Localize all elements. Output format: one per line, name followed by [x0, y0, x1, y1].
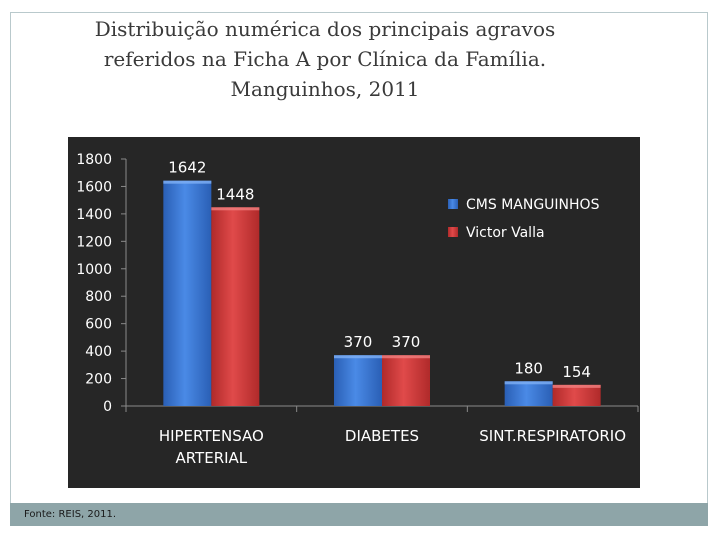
- bar-cms-manguinhos: [163, 180, 212, 406]
- data-label: 1448: [216, 185, 254, 203]
- title-line-1: Distribuição numérica dos principais agr…: [94, 17, 556, 41]
- y-tick-label: 200: [85, 372, 112, 388]
- y-tick-label: 0: [103, 399, 112, 415]
- bar-highlight: [334, 355, 382, 359]
- legend-label: Victor Valla: [466, 225, 545, 241]
- x-category-label: DIABETES: [345, 427, 419, 445]
- bar-cms-manguinhos: [504, 381, 553, 406]
- data-label: 154: [562, 363, 591, 381]
- bar-victor-valla: [552, 384, 601, 406]
- y-tick-label: 800: [85, 289, 112, 305]
- bar-highlight: [163, 180, 212, 184]
- x-category-label: ARTERIAL: [175, 449, 247, 467]
- chart-background: [68, 137, 640, 488]
- y-tick-label: 1400: [76, 207, 112, 223]
- x-category-label: SINT.RESPIRATORIO: [479, 427, 626, 445]
- data-label: 1642: [168, 159, 206, 177]
- bar-victor-valla: [211, 207, 260, 406]
- legend-swatch: [448, 227, 458, 237]
- data-label: 370: [392, 333, 421, 351]
- title-line-3: Manguinhos, 2011: [230, 77, 420, 101]
- y-tick-label: 1000: [76, 262, 112, 278]
- data-label: 180: [514, 359, 543, 377]
- legend-swatch: [448, 199, 458, 209]
- bar-highlight: [211, 207, 260, 211]
- data-label: 370: [344, 333, 373, 351]
- y-tick-label: 1600: [76, 179, 112, 195]
- source-note: Fonte: REIS, 2011.: [24, 509, 117, 520]
- bar-highlight: [382, 355, 430, 359]
- bar-highlight: [504, 381, 553, 385]
- y-tick-label: 400: [85, 344, 112, 360]
- title-line-2: referidos na Ficha A por Clínica da Famí…: [103, 47, 547, 71]
- bar-cms-manguinhos: [334, 355, 382, 406]
- chart-svg: 0 200 400 600 800 1000 1200 1400 1600 1800 HIPERTE…: [68, 137, 640, 488]
- bar-chart: 0 200 400 600 800 1000 1200 1400 1600 1800 HIPERTE…: [68, 137, 640, 488]
- bar-victor-valla: [382, 355, 430, 406]
- y-tick-label: 1800: [76, 152, 112, 168]
- x-category-label: HIPERTENSAO: [159, 427, 264, 445]
- y-tick-label: 600: [85, 317, 112, 333]
- legend-label: CMS MANGUINHOS: [466, 197, 600, 213]
- bar-highlight: [552, 384, 601, 388]
- slide-title: Distribuição numérica dos principais agr…: [20, 14, 630, 104]
- y-tick-label: 1200: [76, 234, 112, 250]
- footer-bar: [10, 503, 708, 526]
